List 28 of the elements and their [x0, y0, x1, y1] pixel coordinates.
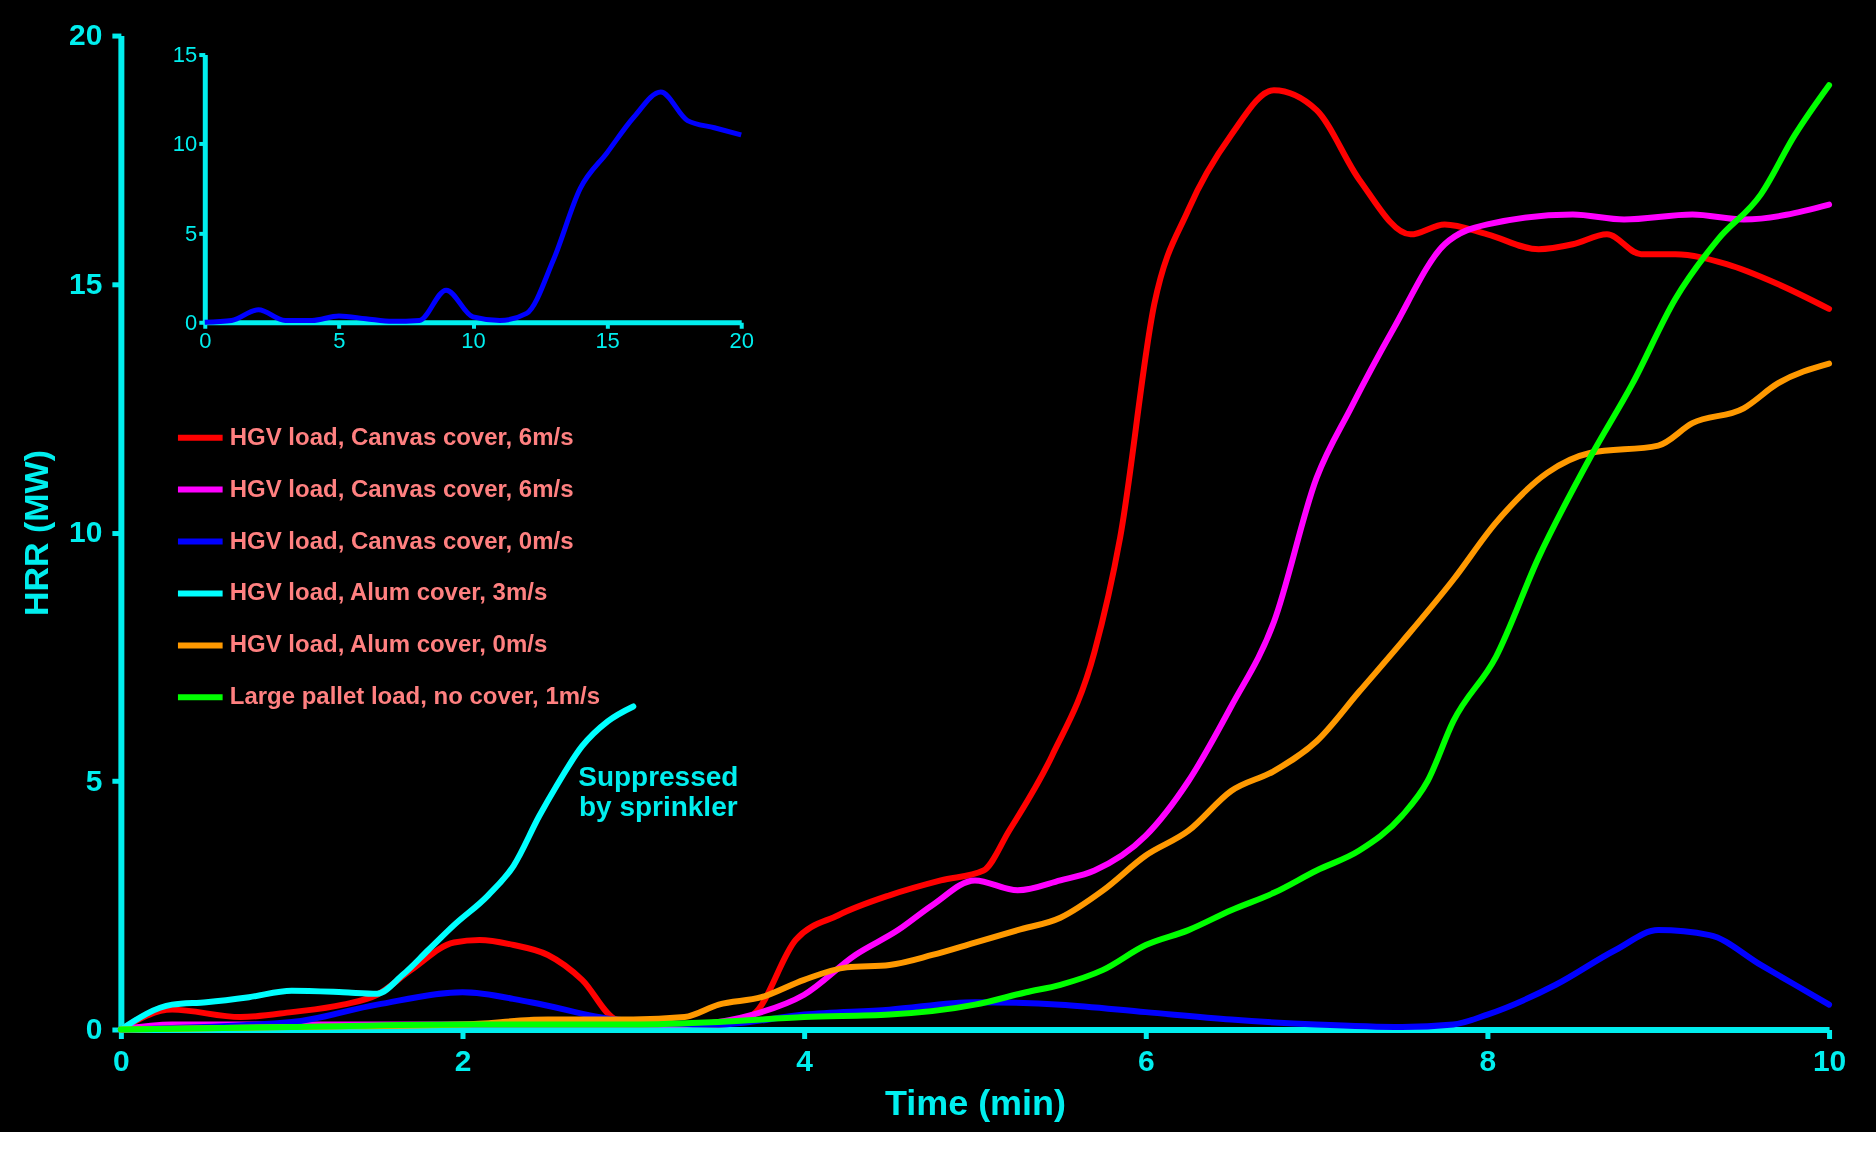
legend-label: HGV load, Canvas cover, 6m/s [229, 422, 574, 450]
legend-label: Large pallet load, no cover, 1m/s [229, 682, 601, 710]
y-axis-title: HRR (MW) [17, 450, 56, 616]
y-tick-label: 10 [69, 515, 103, 549]
x-tick-label: 10 [1812, 1043, 1847, 1077]
annotation: Suppressed by sprinkler [578, 761, 739, 823]
legend-label: HGV load, Alum cover, 3m/s [229, 578, 548, 606]
x-tick-label: 5 [333, 327, 346, 353]
y-tick-label: 10 [172, 131, 198, 157]
y-tick-label: 0 [185, 309, 198, 335]
x-tick-label: 4 [796, 1043, 814, 1077]
x-tick-label: 8 [1479, 1043, 1497, 1077]
x-tick-label: 15 [595, 327, 620, 353]
legend-label: HGV load, Alum cover, 0m/s [229, 630, 548, 658]
legend-label: HGV load, Canvas cover, 0m/s [229, 526, 574, 554]
legend-label: HGV load, Canvas cover, 6m/s [229, 474, 574, 502]
y-tick-label: 5 [185, 220, 198, 246]
x-tick-label: 0 [113, 1043, 130, 1077]
y-tick-label: 15 [69, 266, 103, 300]
y-tick-label: 15 [172, 42, 198, 68]
y-tick-label: 5 [85, 763, 103, 797]
x-tick-label: 2 [454, 1043, 472, 1077]
x-tick-label: 20 [729, 327, 754, 353]
y-tick-label: 20 [69, 18, 103, 52]
x-axis-title: Time (min) [884, 1081, 1067, 1123]
y-tick-label: 0 [85, 1012, 103, 1045]
x-tick-label: 10 [461, 327, 486, 353]
x-tick-label: 6 [1137, 1043, 1155, 1077]
